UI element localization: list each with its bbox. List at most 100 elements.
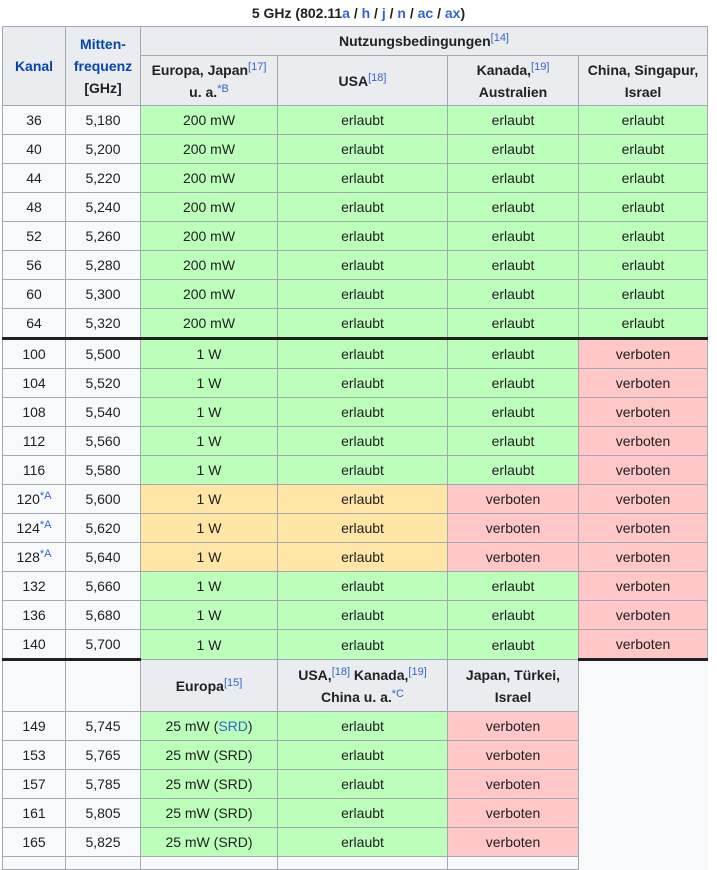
china-cell: verboten [578,629,708,660]
channel-cell: 64 [2,308,66,339]
usa-kanada-china-cell: erlaubt [277,711,448,741]
usa-cell: erlaubt [277,192,448,222]
japan-cell: verboten [447,740,579,770]
table-row: 60 5,300 200 mW erlaubt erlaubt erlaubt [2,279,708,309]
usa-cell: erlaubt [277,600,448,630]
standard-link-ax[interactable]: ax [444,5,461,21]
channel-table: Kanal Mitten-frequenz [GHz] Nutzungsbedin… [2,26,708,870]
china-cell: verboten [578,600,708,630]
kanada-cell: erlaubt [447,455,579,485]
channel-cell: 128*A [2,542,66,572]
china-cell: erlaubt [578,134,708,164]
china-cell: erlaubt [578,221,708,251]
europa-japan-cell: 1 W [140,337,278,369]
usa-cell: erlaubt [277,134,448,164]
ref-18[interactable]: [18] [368,71,387,84]
usa-kanada-china-cell: erlaubt [277,740,448,770]
kanada-cell: verboten [447,484,579,514]
ref-15[interactable]: [15] [223,676,243,689]
china-cell: verboten [578,337,708,369]
note-b[interactable]: *B [217,82,229,95]
usa-cell: erlaubt [277,337,448,369]
usa-cell: erlaubt [277,250,448,280]
kanada-cell: erlaubt [447,250,579,280]
frequency-cell: 5,580 [65,455,141,485]
china-cell: verboten [578,513,708,543]
header-usa-kanada-china: USA,[18] Kanada,[19] China u. a.*C [277,659,448,712]
table-row: 52 5,260 200 mW erlaubt erlaubt erlaubt [2,221,708,251]
china-cell: erlaubt [578,308,708,339]
china-cell: erlaubt [578,105,708,135]
usa-cell: erlaubt [277,105,448,135]
channel-cell: 112 [2,426,66,456]
europa-japan-cell: 1 W [140,455,278,485]
usa-cell: erlaubt [277,513,448,543]
header-kanal[interactable]: Kanal [2,26,66,106]
ref-19[interactable]: [19] [531,60,550,73]
channel-cell: 60 [2,279,66,309]
japan-cell: verboten [447,711,579,741]
europa-cell: 25 mW (SRD) [140,711,278,741]
usa-cell: erlaubt [277,279,448,309]
frequency-cell: 5,765 [65,740,141,770]
kanada-cell: erlaubt [447,629,579,660]
channel-cell: 140 [2,629,66,660]
europa-japan-cell: 1 W [140,571,278,601]
frequency-cell: 5,805 [65,798,141,828]
standard-link-h[interactable]: h [361,5,371,21]
europa-japan-cell: 1 W [140,426,278,456]
standard-link-a[interactable]: a [342,5,350,21]
kanada-cell: erlaubt [447,426,579,456]
china-cell: verboten [578,397,708,427]
europa-japan-cell: 1 W [140,600,278,630]
europa-japan-cell: 200 mW [140,250,278,280]
ref-18[interactable]: [18] [331,665,351,678]
frequency-cell: 5,280 [65,250,141,280]
ref-19[interactable]: [19] [408,665,427,678]
table-row: 153 5,765 25 mW (SRD) erlaubt verboten [2,740,708,770]
ref-14[interactable]: [14] [490,32,509,44]
channel-cell: 132 [2,571,66,601]
usa-cell: erlaubt [277,426,448,456]
frequency-cell: 5,560 [65,426,141,456]
frequency-cell: 5,220 [65,163,141,193]
standard-link-ac[interactable]: ac [417,5,434,21]
europa-japan-cell: 200 mW [140,105,278,135]
channel-cell: 116 [2,455,66,485]
note-c[interactable]: *C [391,687,405,700]
srd-link[interactable]: SRD [218,718,248,734]
note-a[interactable]: *A [39,548,52,560]
ref-17[interactable]: [17] [248,60,267,73]
channel-cell: 52 [2,221,66,251]
europa-japan-cell: 200 mW [140,279,278,309]
china-cell: erlaubt [578,279,708,309]
usa-cell: erlaubt [277,221,448,251]
table-row: 161 5,805 25 mW (SRD) erlaubt verboten [2,798,708,828]
frequency-cell: 5,660 [65,571,141,601]
standard-link-j[interactable]: j [381,5,386,21]
frequency-cell: 5,320 [65,308,141,339]
europa-cell: 25 mW (SRD) [140,827,278,857]
europa-japan-cell: 200 mW [140,163,278,193]
table-caption: 5 GHz (802.11a / h / j / n / ac / ax) [251,5,466,21]
kanada-cell: erlaubt [447,337,579,369]
europa-japan-cell: 200 mW [140,221,278,251]
header-japan-tuerkei: Japan, Türkei, Israel [447,659,579,712]
channel-cell: 153 [2,740,66,770]
channel-cell: 40 [2,134,66,164]
frequency-cell: 5,825 [65,827,141,857]
table-row: 36 5,180 200 mW erlaubt erlaubt erlaubt [2,105,708,135]
note-a[interactable]: *A [39,519,52,531]
note-a[interactable]: *A [39,490,52,502]
table-row: 64 5,320 200 mW erlaubt erlaubt erlaubt [2,308,708,339]
table-row: 149 5,745 25 mW (SRD) erlaubt verboten [2,711,708,741]
china-cell: verboten [578,426,708,456]
header-mittenfrequenz[interactable]: Mitten-frequenz [GHz] [65,26,141,106]
footer-row [2,856,708,870]
standard-link-n[interactable]: n [397,5,406,21]
frequency-cell: 5,680 [65,600,141,630]
